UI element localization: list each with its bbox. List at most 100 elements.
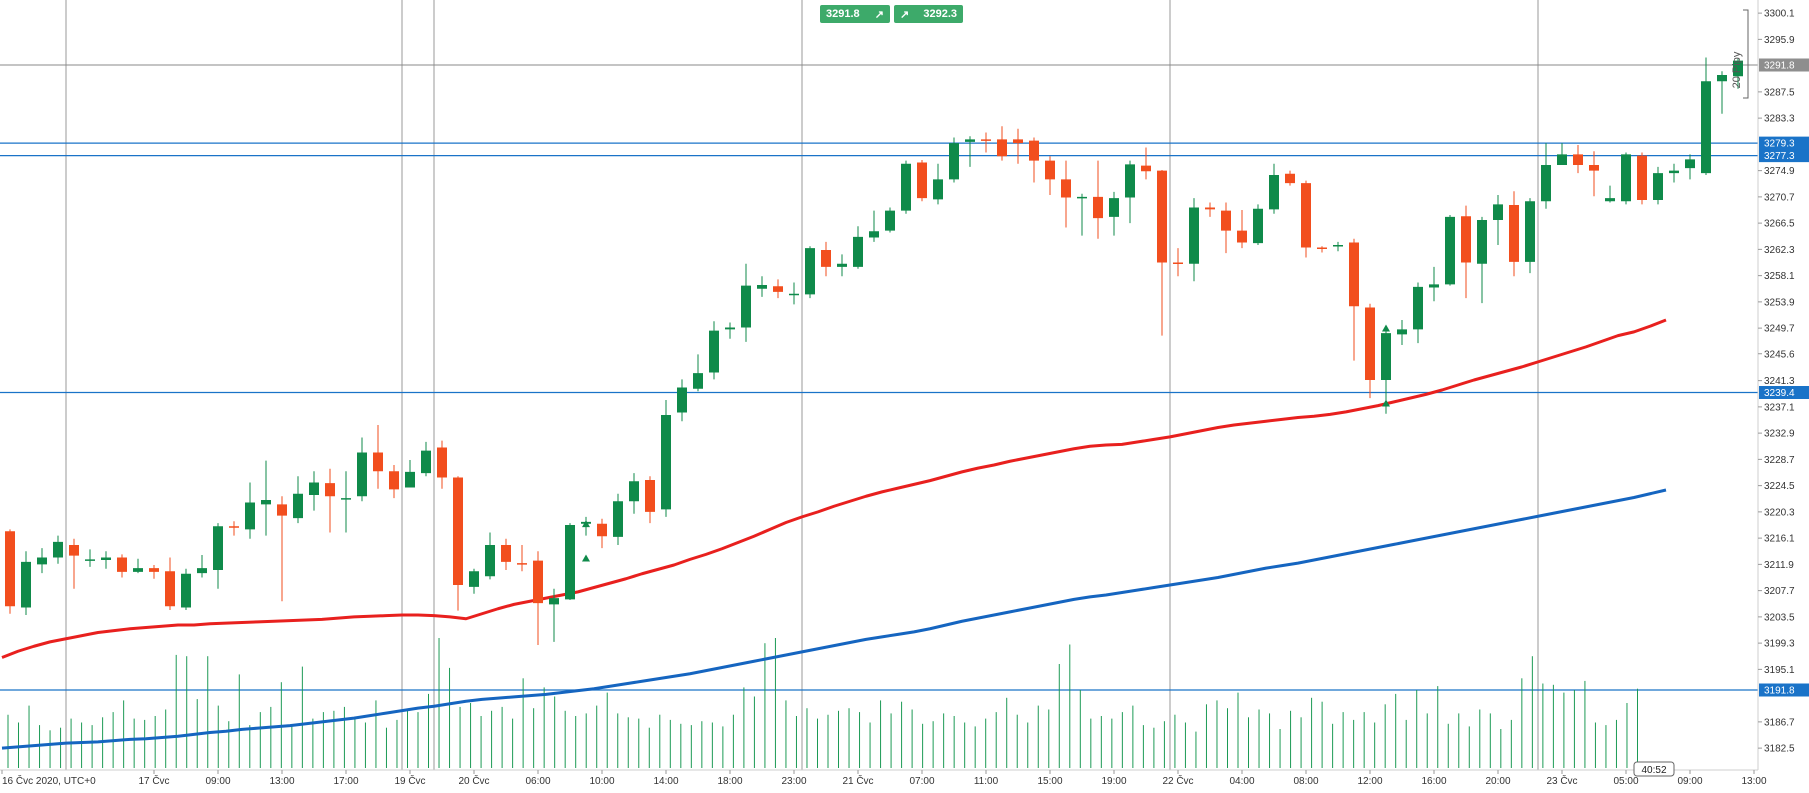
- signal-arrow-icon: [1382, 399, 1390, 407]
- candle-body: [1029, 140, 1039, 161]
- time-tick-label: 16:00: [1421, 776, 1446, 787]
- price-tick-label: 3220.3: [1764, 507, 1795, 518]
- candle-body: [549, 598, 559, 605]
- candle-body: [389, 471, 399, 490]
- candle-body: [341, 498, 351, 500]
- buy-price-button[interactable]: ↗ 3292.3: [894, 5, 963, 23]
- candle-body: [837, 263, 847, 267]
- candle: [741, 263, 751, 342]
- candle-body: [1013, 139, 1023, 144]
- candle: [1685, 154, 1695, 180]
- candle: [1237, 210, 1247, 249]
- level-price-tag: [1759, 386, 1809, 399]
- candle: [149, 565, 159, 579]
- price-tick-label: 3266.5: [1764, 219, 1795, 230]
- range-bracket-label: 20 Pipy: [1731, 51, 1743, 88]
- candle: [549, 588, 559, 642]
- sell-price-button[interactable]: 3291.8 ↗: [820, 5, 890, 23]
- price-tick-label: 3237.1: [1764, 402, 1795, 413]
- candle: [197, 555, 207, 578]
- candle-body: [789, 293, 799, 296]
- time-tick-label: 19 Čvc: [394, 774, 425, 787]
- price-axis: 3300.1 3295.9 3291.8 3287.5 3283.3 3279.33277…: [1757, 0, 1809, 770]
- current-price-tag: [1759, 58, 1809, 72]
- candle-body: [325, 483, 335, 497]
- level-price-tag: [1759, 149, 1809, 163]
- candle-body: [965, 139, 975, 142]
- time-tick-label: 09:00: [1677, 776, 1702, 787]
- candle-body: [1573, 154, 1583, 165]
- candle: [1301, 180, 1311, 258]
- price-tick-label: 3287.5: [1764, 87, 1795, 98]
- time-tick-label: 05:00: [1613, 776, 1638, 787]
- time-tick-label: 22 Čvc: [1162, 774, 1193, 787]
- candle: [485, 532, 495, 580]
- candle: [261, 460, 271, 536]
- candle-body: [1717, 75, 1727, 82]
- candle: [277, 496, 287, 602]
- candle-body: [501, 545, 511, 562]
- candle: [1317, 246, 1327, 253]
- candle: [1125, 160, 1135, 224]
- candle-body: [661, 415, 671, 510]
- candle-body: [213, 526, 223, 570]
- candle-body: [261, 500, 271, 505]
- candle: [853, 226, 863, 269]
- price-tick-label: 3239.4: [1764, 388, 1795, 399]
- time-tick-label: 13:00: [1741, 776, 1766, 787]
- candle-body: [1365, 307, 1375, 380]
- time-tick-label: 07:00: [909, 776, 934, 787]
- candle: [133, 558, 143, 574]
- candle: [421, 441, 431, 477]
- candle-body: [597, 523, 607, 537]
- candle: [805, 246, 815, 299]
- candle: [213, 523, 223, 589]
- candle-body: [229, 526, 239, 528]
- candle-body: [1061, 179, 1071, 198]
- candle: [965, 136, 975, 167]
- candle-body: [1477, 220, 1487, 264]
- price-tick-label: 3241.3: [1764, 376, 1795, 387]
- signal-arrow-icon: [582, 554, 590, 562]
- candle: [1653, 166, 1663, 205]
- candle-body: [405, 471, 415, 488]
- countdown-badge: 40:52: [1633, 761, 1675, 777]
- candle-body: [645, 480, 655, 512]
- candle-body: [1125, 164, 1135, 198]
- price-tick-label: 3232.9: [1764, 429, 1795, 440]
- candle: [821, 241, 831, 277]
- candle-body: [933, 179, 943, 200]
- candle: [757, 276, 767, 297]
- price-tick-label: 3253.9: [1764, 297, 1795, 308]
- time-tick-label: 15:00: [1037, 776, 1062, 787]
- candle: [997, 126, 1007, 161]
- candle: [869, 210, 879, 242]
- candle-body: [1141, 165, 1151, 172]
- candle-body: [197, 568, 207, 574]
- candle: [693, 354, 703, 392]
- candle-body: [1173, 262, 1183, 264]
- candle-body: [565, 525, 575, 600]
- candle-body: [725, 327, 735, 330]
- candle: [181, 568, 191, 610]
- candle-body: [1269, 175, 1279, 210]
- candle-body: [869, 231, 879, 238]
- candle-body: [1445, 216, 1455, 285]
- price-tick-label: 3262.3: [1764, 245, 1795, 256]
- candle: [1029, 137, 1039, 183]
- time-tick-label: 20 Čvc: [458, 774, 489, 787]
- price-tick-label: 3195.1: [1764, 665, 1795, 676]
- candle: [1109, 191, 1119, 236]
- candle: [613, 493, 623, 545]
- candle-body: [1653, 173, 1663, 200]
- candle: [725, 322, 735, 339]
- buy-price-label: 3292.3: [923, 8, 957, 20]
- candle-body: [773, 286, 783, 292]
- candle: [1541, 143, 1551, 209]
- price-tick-label: 3186.7: [1764, 717, 1795, 728]
- candle-body: [1109, 198, 1119, 217]
- price-tick-label: 3182.5: [1764, 744, 1795, 755]
- candle: [885, 207, 895, 233]
